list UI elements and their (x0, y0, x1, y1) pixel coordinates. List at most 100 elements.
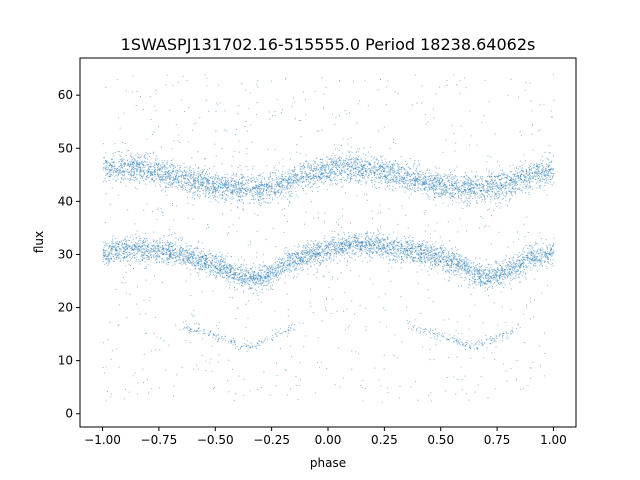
data-point (268, 179, 270, 181)
data-point (346, 177, 348, 179)
data-point (389, 173, 391, 175)
data-point (364, 176, 365, 178)
data-point (258, 185, 259, 187)
data-point (175, 256, 177, 258)
data-point (344, 164, 346, 166)
data-point (176, 186, 178, 188)
data-point (530, 175, 532, 177)
data-point (387, 164, 389, 166)
data-point (120, 173, 122, 175)
data-point (174, 178, 176, 180)
data-point (276, 180, 278, 182)
data-point (350, 161, 352, 163)
data-point (264, 183, 266, 185)
data-point (223, 191, 225, 193)
data-point (437, 180, 439, 182)
data-point (514, 187, 516, 189)
data-point (195, 182, 197, 184)
data-point (542, 174, 544, 176)
data-point (351, 166, 352, 168)
data-point (331, 158, 333, 160)
data-point (442, 186, 444, 188)
data-point (315, 175, 317, 177)
data-point (380, 156, 382, 158)
data-point (202, 177, 204, 179)
data-point (159, 180, 161, 182)
data-point (387, 166, 389, 168)
data-point (185, 172, 187, 173)
data-point (301, 171, 302, 173)
data-point (200, 178, 202, 180)
data-point (295, 179, 296, 181)
data-point (524, 175, 526, 177)
data-point (129, 166, 131, 168)
data-point (232, 193, 234, 195)
data-point (187, 191, 188, 193)
data-point (432, 188, 433, 190)
data-point (214, 182, 216, 184)
data-point (485, 180, 487, 182)
data-point (174, 178, 176, 180)
data-point (542, 170, 544, 172)
data-point (307, 178, 309, 180)
data-point (178, 179, 180, 181)
data-point (319, 170, 321, 172)
data-point (143, 174, 145, 176)
data-point (453, 257, 455, 258)
data-point (114, 250, 116, 252)
data-point (230, 209, 232, 211)
data-point (512, 177, 514, 179)
data-point (126, 155, 127, 156)
data-point (393, 175, 395, 177)
data-point (269, 173, 271, 175)
data-point (382, 239, 384, 241)
data-point (516, 176, 517, 178)
data-point (356, 171, 358, 173)
data-point (214, 178, 216, 180)
data-point (295, 194, 297, 196)
data-point (510, 193, 512, 194)
data-point (328, 165, 330, 167)
data-point (159, 168, 161, 170)
data-point (135, 161, 137, 163)
data-point (553, 173, 555, 175)
data-point (467, 263, 469, 265)
data-point (325, 166, 327, 167)
data-point (548, 175, 550, 177)
data-point (549, 170, 551, 172)
data-point (135, 178, 137, 180)
data-point (493, 180, 495, 182)
data-point (509, 180, 511, 182)
data-point (142, 164, 144, 165)
data-point (293, 179, 295, 181)
data-point (532, 188, 534, 190)
data-point (283, 184, 285, 186)
data-point (397, 164, 399, 166)
data-point (466, 199, 468, 201)
data-point (515, 193, 517, 195)
data-point (209, 189, 211, 191)
data-point (131, 170, 132, 172)
data-point (111, 158, 113, 160)
data-point (189, 257, 191, 259)
data-point (389, 248, 391, 250)
data-point (427, 176, 429, 178)
data-point (282, 171, 284, 173)
data-point (445, 188, 447, 190)
data-point (543, 260, 545, 262)
data-point (326, 245, 328, 247)
data-point (481, 179, 483, 181)
data-point (188, 184, 190, 186)
data-point (313, 165, 315, 167)
data-point (380, 183, 382, 185)
data-point (104, 160, 106, 162)
data-point (258, 189, 260, 191)
data-point (359, 169, 361, 171)
data-point (208, 187, 210, 188)
data-point (417, 174, 419, 176)
data-point (194, 185, 196, 187)
data-point (541, 162, 543, 164)
data-point (185, 173, 187, 175)
data-point (317, 190, 319, 192)
data-point (132, 175, 134, 177)
